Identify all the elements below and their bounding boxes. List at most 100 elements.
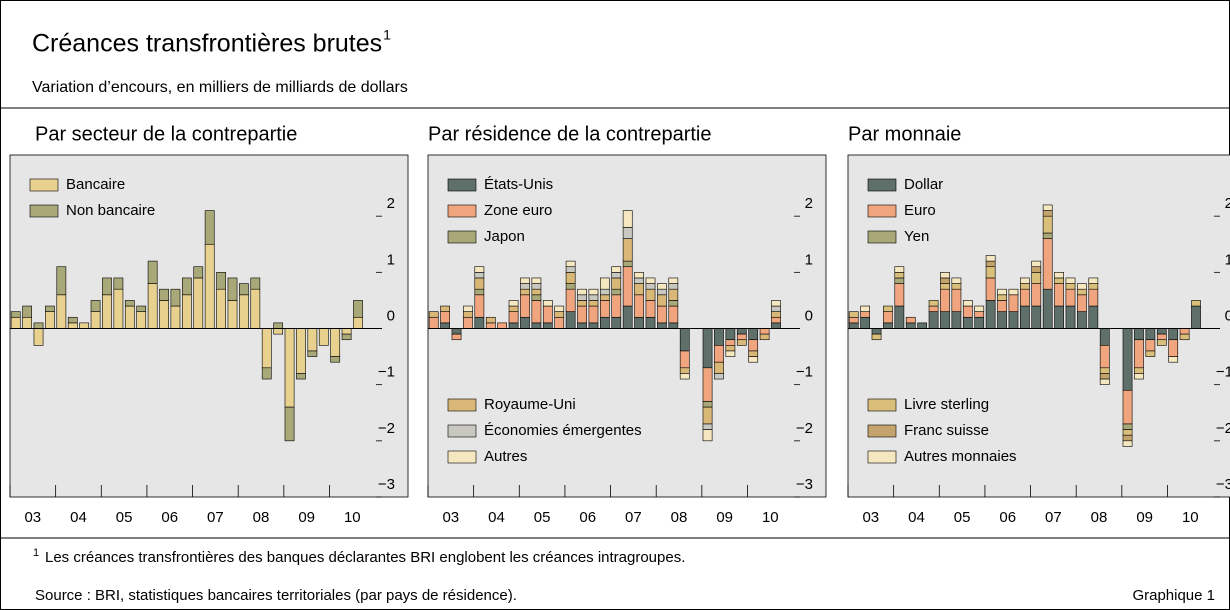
bar bbox=[997, 294, 1007, 301]
bar bbox=[657, 288, 667, 296]
x-tick-label: 08 bbox=[1091, 509, 1108, 526]
legend-label: Zone euro bbox=[484, 202, 552, 219]
x-tick-label: 06 bbox=[999, 509, 1016, 526]
bar bbox=[657, 283, 667, 290]
bar bbox=[599, 277, 610, 290]
bar bbox=[1019, 305, 1030, 329]
bar bbox=[645, 288, 656, 301]
y-tick-label: 1 bbox=[1225, 251, 1230, 268]
y-tick-label: 2 bbox=[805, 195, 813, 212]
bar bbox=[353, 316, 363, 329]
bar bbox=[985, 260, 996, 268]
bar bbox=[1134, 367, 1144, 374]
legend-label: Yen bbox=[904, 228, 929, 245]
bar bbox=[997, 300, 1007, 312]
bar bbox=[714, 373, 724, 380]
bar bbox=[940, 288, 950, 312]
bar bbox=[928, 305, 939, 312]
bar bbox=[520, 288, 530, 296]
bar bbox=[894, 277, 905, 284]
bar bbox=[702, 328, 713, 369]
x-tick-label: 07 bbox=[207, 509, 224, 526]
bar bbox=[90, 300, 101, 312]
x-tick-label: 06 bbox=[579, 509, 596, 526]
bar bbox=[951, 311, 962, 329]
legend-swatch bbox=[867, 230, 897, 244]
bar bbox=[1088, 283, 1099, 290]
bar bbox=[679, 328, 690, 352]
bar bbox=[33, 322, 44, 329]
legend-label: Non bancaire bbox=[66, 202, 155, 219]
bar bbox=[928, 300, 939, 307]
bar bbox=[1145, 350, 1156, 357]
bar bbox=[565, 311, 576, 329]
bar bbox=[45, 311, 55, 329]
x-tick-label: 08 bbox=[671, 509, 688, 526]
legend-label: Euro bbox=[904, 202, 936, 219]
bar bbox=[250, 288, 261, 329]
bar bbox=[341, 328, 352, 335]
bar bbox=[985, 277, 996, 301]
bar bbox=[848, 311, 859, 318]
bar bbox=[759, 333, 770, 341]
bar bbox=[1031, 283, 1042, 307]
bar bbox=[341, 333, 352, 341]
bar bbox=[1134, 328, 1144, 341]
bar bbox=[181, 277, 192, 296]
x-tick-label: 03 bbox=[862, 509, 879, 526]
bar bbox=[10, 316, 21, 329]
bar bbox=[22, 305, 32, 318]
bar bbox=[1088, 288, 1099, 307]
bar bbox=[611, 316, 622, 329]
bar bbox=[588, 288, 599, 296]
y-tick-label: −3 bbox=[378, 476, 395, 493]
bar bbox=[542, 322, 553, 329]
bar bbox=[124, 300, 135, 307]
x-tick-label: 03 bbox=[442, 509, 459, 526]
title-note: 1 bbox=[383, 27, 391, 43]
bar bbox=[159, 300, 169, 329]
bar bbox=[565, 288, 576, 312]
bar bbox=[307, 350, 318, 357]
bar bbox=[531, 283, 542, 290]
bar bbox=[1099, 373, 1110, 380]
bar bbox=[554, 311, 565, 318]
bar bbox=[1077, 283, 1087, 290]
bar bbox=[588, 300, 599, 307]
bar bbox=[1065, 283, 1076, 290]
legend-swatch bbox=[867, 178, 897, 192]
bar bbox=[1042, 238, 1053, 290]
bar bbox=[657, 294, 667, 307]
bar bbox=[440, 311, 450, 324]
legend-swatch bbox=[29, 178, 59, 192]
bar bbox=[440, 322, 450, 329]
bar bbox=[474, 277, 485, 290]
legend-label: Dollar bbox=[904, 176, 943, 193]
bar bbox=[645, 277, 656, 284]
bar bbox=[645, 283, 656, 290]
bar bbox=[1122, 429, 1133, 436]
bar bbox=[170, 305, 181, 329]
bar bbox=[113, 288, 124, 329]
bar bbox=[577, 322, 587, 329]
x-tick-label: 10 bbox=[1182, 509, 1199, 526]
bar bbox=[485, 322, 496, 329]
legend-swatch bbox=[867, 450, 897, 464]
panel-title: Par monnaie bbox=[848, 123, 961, 145]
bar bbox=[748, 356, 759, 363]
x-tick-label: 09 bbox=[716, 509, 733, 526]
bar bbox=[90, 311, 101, 329]
bar bbox=[1088, 305, 1099, 329]
bar bbox=[725, 328, 736, 341]
bar bbox=[216, 288, 226, 329]
bar bbox=[520, 316, 530, 329]
bar bbox=[1054, 305, 1064, 329]
bar bbox=[204, 243, 215, 329]
bar bbox=[940, 311, 950, 329]
x-tick-label: 08 bbox=[253, 509, 270, 526]
bar bbox=[622, 260, 633, 268]
bar bbox=[1122, 389, 1133, 425]
legend-swatch bbox=[867, 398, 897, 412]
bar bbox=[622, 238, 633, 262]
y-tick-label: 2 bbox=[387, 195, 395, 212]
